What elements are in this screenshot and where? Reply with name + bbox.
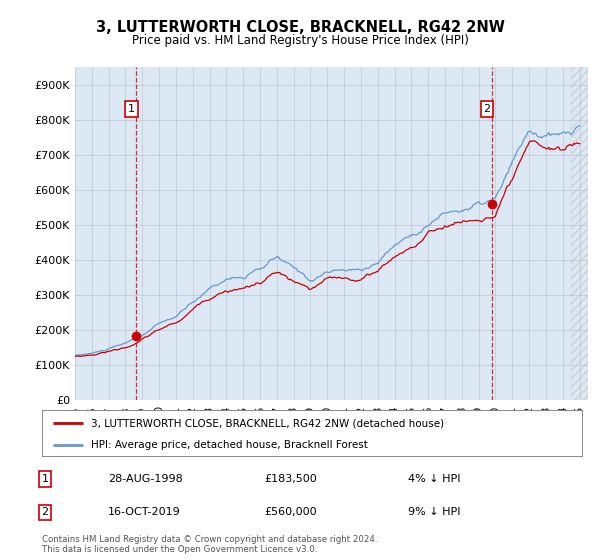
Text: 2: 2 [484, 104, 490, 114]
Text: 1: 1 [41, 474, 49, 484]
Text: £560,000: £560,000 [264, 507, 317, 517]
Text: HPI: Average price, detached house, Bracknell Forest: HPI: Average price, detached house, Brac… [91, 440, 367, 450]
Text: Contains HM Land Registry data © Crown copyright and database right 2024.
This d: Contains HM Land Registry data © Crown c… [42, 535, 377, 554]
Text: 16-OCT-2019: 16-OCT-2019 [108, 507, 181, 517]
Text: 1: 1 [128, 104, 135, 114]
Text: 9% ↓ HPI: 9% ↓ HPI [408, 507, 461, 517]
Text: 28-AUG-1998: 28-AUG-1998 [108, 474, 183, 484]
Text: 3, LUTTERWORTH CLOSE, BRACKNELL, RG42 2NW: 3, LUTTERWORTH CLOSE, BRACKNELL, RG42 2N… [95, 20, 505, 35]
Text: Price paid vs. HM Land Registry's House Price Index (HPI): Price paid vs. HM Land Registry's House … [131, 34, 469, 46]
Text: 4% ↓ HPI: 4% ↓ HPI [408, 474, 461, 484]
Text: 3, LUTTERWORTH CLOSE, BRACKNELL, RG42 2NW (detached house): 3, LUTTERWORTH CLOSE, BRACKNELL, RG42 2N… [91, 418, 444, 428]
Text: 2: 2 [41, 507, 49, 517]
Text: £183,500: £183,500 [264, 474, 317, 484]
